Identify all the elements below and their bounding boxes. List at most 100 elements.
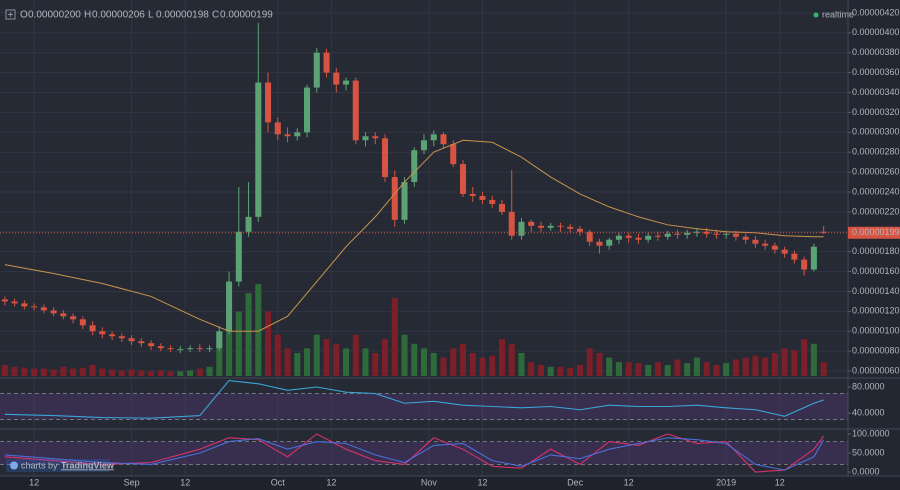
ohlc-key: L [148, 10, 154, 21]
candle-body [459, 164, 467, 194]
candle-body [128, 338, 135, 342]
volume-bar [60, 366, 67, 376]
x-tick-label: 12 [477, 477, 487, 487]
candle-body [820, 231, 827, 233]
candle-body [450, 144, 457, 165]
volume-bar [791, 350, 798, 376]
volume-bar [11, 366, 18, 376]
candle-body [528, 221, 535, 226]
candle-body [372, 136, 379, 139]
ohlc-value: 0.00000200 [28, 10, 81, 21]
y-tick-label: 0.00000120 [852, 306, 900, 316]
candle-body [284, 134, 291, 137]
volume-bar [615, 362, 622, 376]
menu-icon[interactable] [5, 9, 16, 20]
candle-body [781, 249, 788, 254]
volume-bar [752, 355, 759, 376]
candle-body [245, 216, 252, 232]
candle-body [1, 299, 8, 302]
volume-bar [40, 368, 47, 376]
volume-bar [1, 364, 8, 376]
volume-bar [118, 370, 125, 376]
volume-bar [810, 343, 817, 376]
branding-link[interactable]: TradingView [61, 460, 115, 470]
y-tick-label: 0.00000320 [852, 107, 900, 117]
volume-bar [498, 339, 505, 376]
candle-body [138, 341, 145, 344]
ohlc-key: C [212, 10, 219, 21]
candle-body [401, 182, 408, 220]
x-tick-label: 12 [624, 477, 634, 487]
grid [0, 0, 848, 476]
candle-body [79, 319, 86, 326]
candle-body [440, 134, 447, 145]
volume-bar [469, 353, 476, 376]
y-tick-label: 0.00000340 [852, 87, 900, 97]
volume-bar [128, 369, 135, 376]
candle-body [576, 228, 583, 232]
volume-bar [645, 364, 652, 376]
candle-body [625, 235, 632, 238]
x-tick-label: Sep [124, 477, 140, 487]
volume-bar [167, 371, 174, 376]
candle-body [391, 177, 398, 220]
candle-body [489, 199, 496, 204]
y-tick-label: 0.00000060 [852, 365, 900, 375]
y-tick-label: 100.0000 [852, 428, 890, 438]
volume-bar [274, 334, 281, 376]
ohlc-value: 0.00000206 [92, 10, 145, 21]
volume-bar [333, 343, 340, 376]
volume-bar [79, 367, 86, 376]
candle-body [99, 331, 106, 335]
volume-bar [304, 348, 311, 376]
candle-body [762, 243, 769, 246]
candle-body [148, 343, 155, 347]
volume-bar [684, 363, 691, 376]
volume-bar [479, 357, 486, 376]
volume-bar [674, 359, 681, 376]
volume-bar [226, 320, 233, 376]
candle-body [31, 306, 38, 308]
ohlc-key: H [84, 10, 91, 21]
volume-bar [625, 362, 632, 376]
candle-body [226, 281, 233, 332]
candle-body [567, 226, 574, 229]
candle-body [323, 52, 330, 73]
volume-bar [557, 366, 564, 376]
candle-body [713, 233, 720, 235]
branding-prefix: charts by [21, 460, 58, 470]
candle-body [89, 325, 96, 332]
y-tick-label: 0.00000280 [852, 147, 900, 157]
candle-body [343, 80, 350, 85]
volume-bar [50, 369, 57, 376]
volume-bar [21, 367, 28, 376]
volume-bar [801, 339, 808, 376]
candle-body [547, 225, 554, 228]
volume-bar [70, 368, 77, 376]
volume-bar [723, 363, 730, 376]
volume-bar [762, 357, 769, 376]
candle-body [109, 334, 116, 337]
volume-bar [713, 364, 720, 376]
volume-bar [372, 353, 379, 376]
x-tick-label: 12 [29, 477, 39, 487]
x-tick-label: 12 [326, 477, 336, 487]
candle-body [294, 132, 301, 137]
candle-body [596, 241, 603, 246]
volume-bar [567, 367, 574, 376]
volume-bar [596, 353, 603, 376]
candle-body [313, 52, 320, 88]
candle-body [518, 221, 525, 236]
candle-body [60, 313, 67, 317]
candle-body [352, 80, 359, 141]
volume-bar [489, 355, 496, 376]
volume-bar [265, 311, 272, 376]
candle-body [304, 87, 311, 133]
ohlc-value: 0.00000199 [220, 10, 273, 21]
y-tick-label: 0.00000240 [852, 186, 900, 196]
volume-bar [187, 370, 194, 376]
volume-bar [255, 284, 262, 376]
candle-body [40, 307, 47, 311]
candle-body [11, 301, 18, 304]
candle-body [196, 348, 203, 350]
